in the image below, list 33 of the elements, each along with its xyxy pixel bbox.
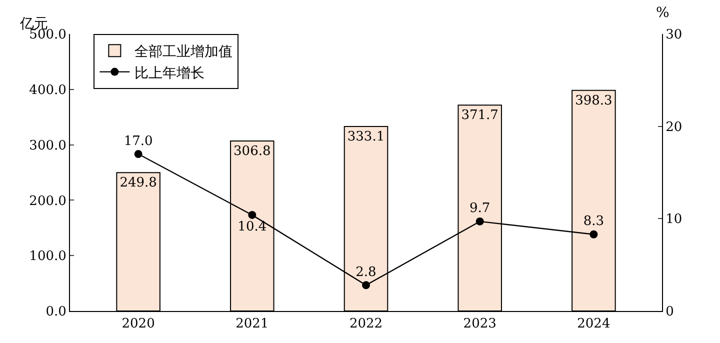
data-label: 2.8 [356, 264, 376, 280]
x-tick-label: 2020 [122, 316, 155, 332]
y2-tick-label: 0 [666, 304, 674, 320]
point [134, 150, 142, 158]
y2-axis-title: % [656, 5, 670, 21]
legend-label: 全部工业增加值 [134, 44, 233, 60]
data-label: 333.1 [347, 129, 385, 144]
data-label: 17.0 [124, 134, 153, 149]
point [476, 217, 484, 226]
data-label: 8.3 [583, 214, 604, 230]
data-label: 398.3 [575, 93, 612, 108]
x-tick-label: 2021 [236, 316, 269, 332]
point [362, 281, 370, 290]
x-tick-label: 2023 [463, 316, 496, 332]
data-label: 10.4 [238, 220, 267, 235]
y-tick-label: 0.0 [46, 304, 66, 320]
x-tick-label: 2022 [349, 316, 383, 332]
y-tick-label: 400.0 [29, 82, 66, 98]
point [248, 210, 256, 219]
y2-tick-label: 10 [666, 212, 682, 228]
legend-label: 比上年增长 [134, 65, 205, 82]
x-tick-label: 2024 [577, 316, 610, 332]
point [590, 230, 598, 238]
y2-tick-label: 20 [666, 120, 682, 135]
y-tick-label: 500.0 [29, 28, 66, 43]
data-label: 371.7 [461, 108, 498, 124]
data-label: 9.7 [470, 201, 490, 216]
data-label: 306.8 [234, 144, 271, 160]
y2-tick-label: 30 [666, 28, 682, 43]
y-tick-label: 100.0 [29, 249, 66, 264]
y-tick-label: 300.0 [29, 138, 66, 154]
y-tick-label: 200.0 [29, 194, 66, 209]
data-label: 249.8 [120, 176, 157, 191]
